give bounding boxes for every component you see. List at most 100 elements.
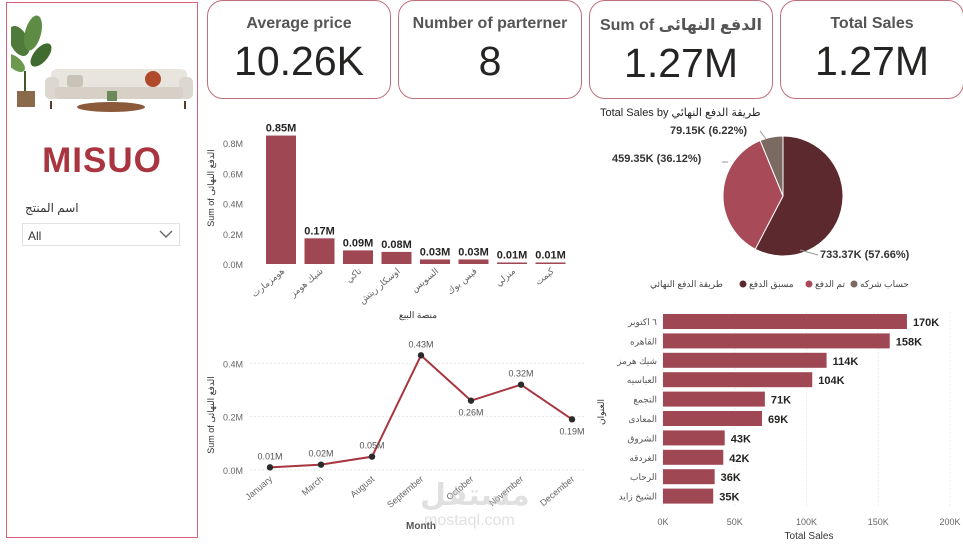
- data-label: 733.37K (57.66%): [820, 249, 910, 261]
- bar: [420, 259, 450, 264]
- bar: [381, 251, 412, 264]
- x-tick-label: 200K: [939, 517, 960, 527]
- sidebar-panel: MISUO اسم المنتج All: [6, 2, 198, 538]
- y-tick-label: 0.2M: [223, 413, 243, 423]
- x-tick-label: 0K: [657, 517, 668, 527]
- kpi-card-final-payment[interactable]: Sum of الدفع النهائى 1.27M: [589, 0, 773, 99]
- slicer-title: اسم المنتج: [25, 201, 79, 215]
- data-label: 158K: [896, 336, 922, 348]
- data-label: 71K: [771, 395, 791, 407]
- pie-slice: [759, 135, 784, 197]
- x-tick-label: 50K: [727, 517, 743, 527]
- data-point: [517, 381, 525, 388]
- legend-marker: [805, 280, 813, 288]
- data-label: 35K: [719, 492, 739, 504]
- kpi-value: 1.27M: [624, 40, 738, 86]
- data-label: 0.19M: [559, 426, 584, 436]
- bar: [343, 250, 373, 264]
- y-tick-label: 0.8M: [223, 139, 243, 149]
- kpi-title: Sum of الدفع النهائى: [599, 17, 763, 34]
- bar: [535, 262, 566, 264]
- x-tick-label: 150K: [868, 517, 889, 527]
- y-tick-label: 0.0M: [223, 260, 243, 270]
- x-tick-label: December: [538, 474, 576, 508]
- data-point: [266, 464, 274, 471]
- data-label: 0.03M: [458, 246, 489, 258]
- data-point: [467, 397, 475, 404]
- bar: [663, 488, 714, 504]
- y-axis-title: العنوان: [596, 399, 607, 425]
- y-tick-label: الشروق: [627, 433, 657, 444]
- data-label: 0.26M: [458, 408, 483, 418]
- x-tick-label: March: [300, 474, 326, 498]
- x-tick-label: فيس بوك: [445, 266, 479, 297]
- y-tick-label: 0.6M: [223, 169, 243, 179]
- x-tick-label: كيمت: [533, 265, 556, 287]
- kpi-card-average-price[interactable]: Average price 10.26K: [207, 0, 391, 99]
- data-label: 170K: [913, 317, 939, 329]
- y-axis-title: Sum of الدفع النهائى: [206, 149, 217, 226]
- x-tick-label: منزلي: [493, 266, 518, 289]
- y-tick-label: 0.4M: [223, 359, 243, 369]
- dropdown-value: All: [28, 229, 42, 243]
- leader-line: [759, 130, 767, 140]
- data-label: 0.01M: [497, 249, 528, 261]
- kpi-card-partners[interactable]: Number of parterner 8: [398, 0, 582, 99]
- x-tick-label: السويس: [409, 266, 441, 295]
- y-tick-label: 0.4M: [223, 200, 243, 210]
- bar: [663, 333, 890, 349]
- x-tick-label: January: [243, 474, 274, 503]
- bar: [304, 238, 335, 264]
- y-tick-label: ٦ اكتوبر: [627, 317, 657, 328]
- kpi-value: 8: [478, 38, 502, 84]
- x-tick-label: تاكي: [344, 266, 364, 285]
- x-tick-label: هومزمارت: [250, 266, 288, 300]
- data-point: [317, 461, 325, 468]
- data-label: 114K: [833, 356, 859, 368]
- x-tick-label: اوسكار ريتش: [357, 266, 402, 307]
- data-label: 459.35K (36.12%): [612, 153, 702, 165]
- data-label: 0.01M: [535, 249, 566, 261]
- bar: [663, 469, 715, 485]
- data-label: 0.01M: [257, 451, 282, 461]
- bar: [663, 314, 907, 329]
- data-label: 43K: [731, 433, 751, 445]
- y-tick-label: 0.2M: [223, 230, 243, 240]
- y-tick-label: شيك هرمز: [616, 356, 657, 367]
- bar: [266, 135, 296, 264]
- bar: [663, 352, 827, 368]
- data-point: [368, 453, 376, 460]
- product-name-dropdown[interactable]: All: [22, 223, 180, 246]
- watermark-text: مستقل: [420, 479, 530, 512]
- kpi-value: 10.26K: [234, 38, 364, 84]
- pie-slice: [722, 139, 784, 250]
- data-label: 42K: [729, 453, 749, 465]
- data-point: [568, 416, 576, 423]
- data-label: 0.85M: [266, 123, 297, 135]
- x-tick-label: شيك هومز: [287, 266, 325, 300]
- sofa-logo-image: [11, 15, 193, 112]
- y-tick-label: العباسيه: [627, 375, 657, 385]
- data-label: 0.32M: [508, 369, 533, 379]
- y-tick-label: الرحاب: [630, 472, 657, 483]
- data-label: 36K: [721, 472, 741, 484]
- kpi-card-total-sales[interactable]: Total Sales 1.27M: [780, 0, 963, 99]
- data-label: 104K: [818, 375, 844, 387]
- bar: [663, 411, 763, 426]
- data-point: [417, 352, 425, 359]
- legend-marker: [850, 280, 858, 288]
- leader-line: [799, 249, 819, 256]
- chart-title: Total Sales by طريقة الدفع النهائي: [600, 107, 761, 119]
- legend-title: طريقة الدفع النهائي: [650, 279, 723, 290]
- watermark-sub: mostaql.com: [424, 512, 515, 529]
- data-label: 0.17M: [304, 225, 335, 237]
- y-axis-title: Sum of الدفع النهائى: [206, 376, 217, 453]
- data-label: 0.43M: [408, 339, 433, 349]
- bar: [663, 372, 813, 388]
- brand-title: MISUO: [42, 141, 162, 180]
- y-tick-label: المعادى: [628, 414, 657, 424]
- kpi-value: 1.27M: [815, 38, 929, 84]
- y-tick-label: التجمع: [633, 395, 657, 406]
- bar: [663, 391, 765, 407]
